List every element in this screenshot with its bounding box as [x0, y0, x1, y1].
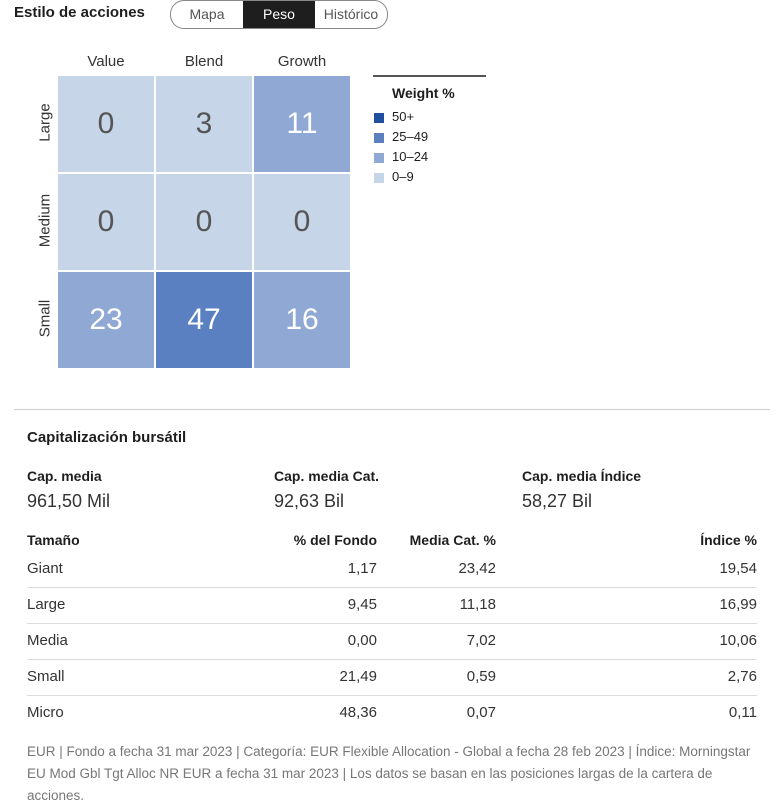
tab[interactable]: Peso: [243, 1, 315, 28]
table-header: Media Cat. %: [409, 532, 496, 548]
summary-value: 92,63 Bil: [274, 491, 345, 511]
legend-swatch: [374, 133, 384, 143]
row-separator: [27, 587, 757, 588]
table-cell: 16,99: [719, 596, 757, 613]
table-cell: 10,06: [719, 632, 757, 649]
tab[interactable]: Mapa: [189, 6, 225, 22]
table-cell: Small: [27, 668, 65, 685]
style-cell: 23: [58, 272, 154, 368]
table-cell: 1,17: [347, 560, 377, 577]
row-label: Large: [36, 103, 54, 142]
legend-swatch: [374, 113, 384, 123]
legend-title: Weight %: [392, 85, 455, 101]
column-label: Blend: [184, 53, 224, 70]
table-cell: 0,00: [347, 632, 377, 649]
summary-label: Cap. media: [27, 468, 102, 484]
row-separator: [27, 623, 757, 624]
row-separator: [27, 659, 757, 660]
table-header: % del Fondo: [293, 532, 377, 548]
style-cell: 0: [156, 174, 252, 270]
table-cell: 23,42: [458, 560, 496, 577]
summary-label: Cap. media Índice: [522, 468, 642, 484]
footnote: EUR | Fondo a fecha 31 mar 2023 | Catego…: [27, 744, 751, 803]
table-cell: 2,76: [727, 668, 757, 685]
summary-label: Cap. media Cat.: [274, 468, 380, 484]
row-label: Medium: [36, 193, 54, 248]
table-cell: Micro: [27, 704, 64, 721]
style-cell: 16: [254, 272, 350, 368]
row-label: Small: [36, 299, 54, 338]
table-cell: Media: [27, 632, 68, 649]
table-cell: 9,45: [347, 596, 377, 613]
summary-value: 961,50 Mil: [27, 491, 111, 511]
section-title: Estilo de acciones: [14, 4, 145, 21]
style-cell: 0: [58, 174, 154, 270]
summary-value: 58,27 Bil: [522, 491, 593, 511]
legend-swatch: [374, 173, 384, 183]
section-title: Capitalización bursátil: [27, 429, 187, 446]
tab[interactable]: Histórico: [323, 6, 379, 22]
legend-label: 50+: [392, 109, 415, 124]
table-cell: 7,02: [466, 632, 496, 649]
table-cell: Giant: [27, 560, 63, 577]
legend-swatch: [374, 153, 384, 163]
divider: [14, 409, 770, 410]
table-header: Tamaño: [27, 532, 80, 548]
legend-rule: [373, 75, 486, 77]
table-cell: 0,07: [466, 704, 496, 721]
style-cell: 0: [254, 174, 350, 270]
style-cell: 47: [156, 272, 252, 368]
style-cell: 11: [254, 76, 350, 172]
legend-label: 25–49: [392, 129, 429, 144]
table-cell: 11,18: [459, 596, 496, 613]
legend-label: 10–24: [392, 149, 429, 164]
table-cell: 21,49: [339, 668, 377, 685]
table-header: Índice %: [700, 532, 757, 548]
table-cell: 0,59: [466, 668, 496, 685]
column-label: Growth: [277, 53, 327, 70]
style-cell: 0: [58, 76, 154, 172]
row-separator: [27, 695, 757, 696]
tab-group: Mapa Peso Histórico: [170, 0, 388, 29]
table-cell: 48,36: [339, 704, 377, 721]
legend-label: 0–9: [392, 169, 414, 184]
table-cell: 0,11: [728, 704, 757, 721]
table-cell: Large: [27, 596, 66, 613]
style-cell: 3: [156, 76, 252, 172]
table-cell: 19,54: [719, 560, 757, 577]
column-label: Value: [87, 53, 125, 70]
